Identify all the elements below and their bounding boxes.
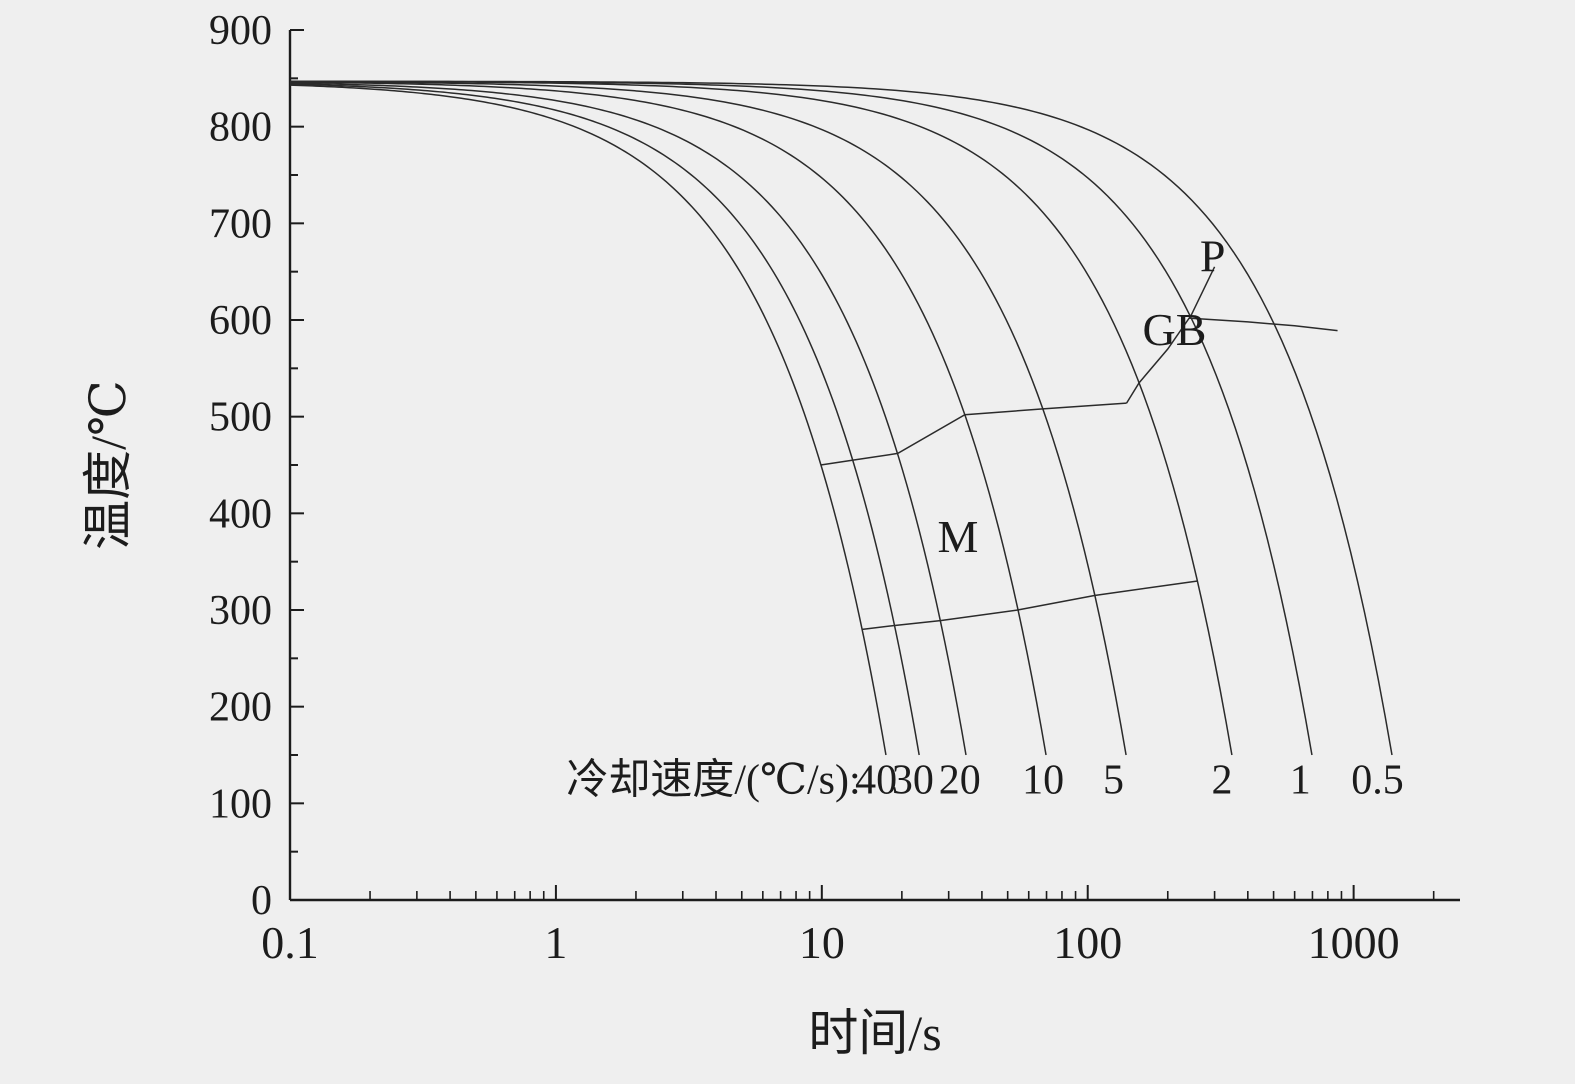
cooling-rate-value-30: 30 [892,758,934,804]
martensite-start-line [820,402,1127,466]
x-tick-label: 100 [1053,917,1122,968]
bainite-region-rise-line [1125,266,1216,404]
x-axis-title: 时间/s [808,1005,941,1061]
martensite-finish-line [862,580,1198,631]
cooling-curve-5 [289,80,1127,756]
y-tick-label: 300 [209,588,272,634]
y-tick-label: 800 [209,105,272,151]
cooling-curve-30 [289,83,920,756]
y-tick-label: 600 [209,298,272,344]
phase-label-p: P [1200,231,1226,282]
x-tick-label: 10 [799,917,845,968]
phase-label-gb: GB [1143,304,1207,355]
y-tick-label: 900 [209,8,272,54]
x-tick-label: 1 [544,917,567,968]
y-axis-title: 温度/℃ [80,380,136,550]
x-tick-label: 1000 [1308,917,1400,968]
cooling-curves [289,80,1393,756]
cooling-curve-20 [289,82,967,756]
x-ticks: 0.1 1 10 100 1000 [261,885,1435,968]
cooling-curve-2 [289,80,1233,756]
y-tick-label: 0 [251,878,272,924]
y-tick-label: 100 [209,781,272,827]
phase-region-labels: M GB P [937,231,1225,562]
cooling-rate-value-10: 10 [1022,758,1064,804]
x-tick-label: 0.1 [261,917,319,968]
y-tick-label: 700 [209,201,272,247]
cooling-rate-value-40: 40 [855,758,897,804]
pearlite-start-line [1188,317,1338,332]
y-tick-label: 200 [209,685,272,731]
cooling-rate-value-1: 1 [1290,758,1311,804]
cooling-curve-10 [289,81,1047,756]
cooling-curve-40 [289,84,887,756]
cooling-curve-0_5 [290,80,1393,756]
y-tick-label: 500 [209,395,272,441]
y-tick-label: 400 [209,491,272,537]
cooling-rate-caption: 冷却速度/(℃/s): [566,758,860,804]
cooling-rate-value-20: 20 [939,758,981,804]
cooling-rate-value-5: 5 [1103,758,1124,804]
y-ticks: 0 100 200 300 400 500 600 700 800 900 [209,8,304,924]
cooling-rate-value-0_5: 0.5 [1351,758,1404,804]
transformation-boundaries [820,266,1338,631]
phase-label-m: M [937,511,978,562]
cooling-curve-1 [289,80,1313,756]
cooling-rate-value-2: 2 [1212,758,1233,804]
